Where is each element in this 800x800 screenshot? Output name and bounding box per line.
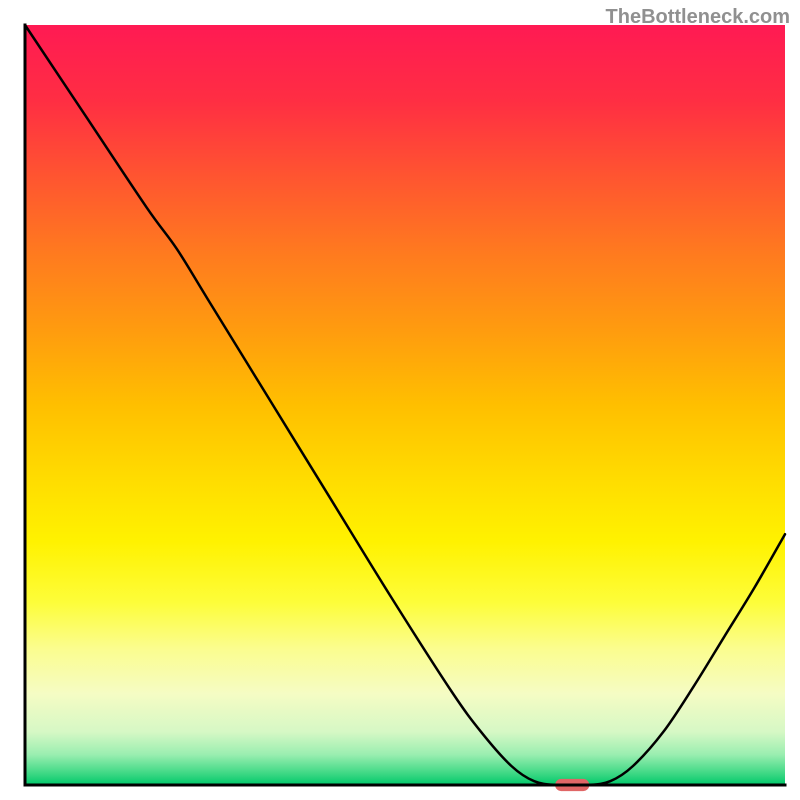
bottleneck-curve-chart — [0, 0, 800, 800]
plot-background — [25, 25, 785, 785]
watermark-text: TheBottleneck.com — [606, 6, 790, 29]
chart-container: TheBottleneck.com — [0, 0, 800, 800]
